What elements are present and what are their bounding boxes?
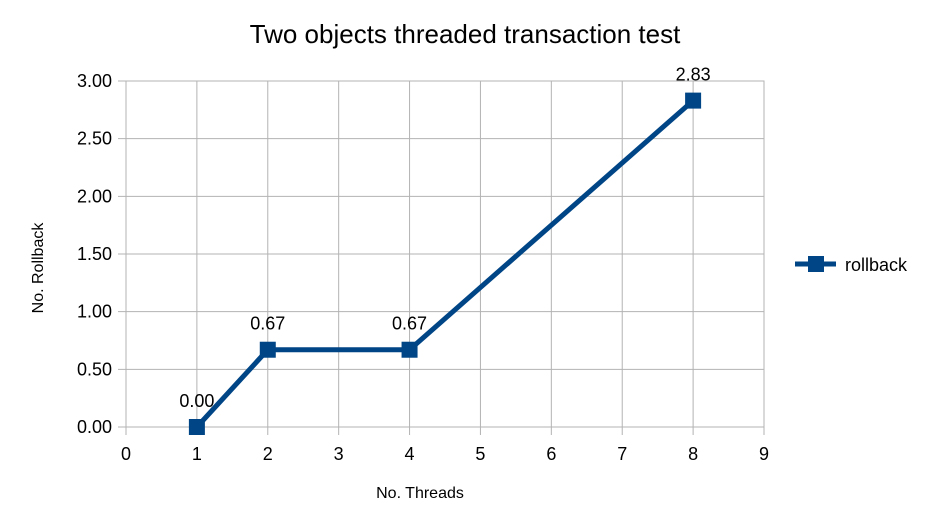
legend: rollback: [795, 255, 908, 275]
y-axis-ticks: 0.00 0.50 1.00 1.50 2.00 2.50 3.00: [77, 71, 112, 437]
x-tick-label: 2: [263, 444, 273, 464]
data-label: 0.67: [392, 314, 427, 334]
y-tick-label: 1.50: [77, 244, 112, 264]
data-point-marker: [188, 419, 205, 435]
y-tick-label: 0.50: [77, 359, 112, 379]
x-tick-label: 1: [192, 444, 202, 464]
x-tick-label: 8: [688, 444, 698, 464]
x-tick-label: 3: [334, 444, 344, 464]
data-point-marker: [259, 341, 276, 358]
x-tick-label: 0: [121, 444, 131, 464]
data-label: 0.00: [179, 391, 214, 411]
x-axis-ticks: 0 1 2 3 4 5 6 7 8 9: [121, 444, 769, 464]
y-tick-label: 2.00: [77, 186, 112, 206]
y-axis-label: No. Rollback: [30, 222, 47, 314]
y-tick-label: 2.50: [77, 129, 112, 149]
data-point-marker: [401, 341, 418, 358]
y-tick-label: 1.00: [77, 302, 112, 322]
plot-area-border: [125, 80, 765, 428]
y-tick-label: 0.00: [77, 417, 112, 437]
data-point-marker: [685, 92, 702, 109]
x-tick-label: 5: [475, 444, 485, 464]
x-tick-label: 7: [617, 444, 627, 464]
chart-title: Two objects threaded transaction test: [250, 19, 681, 49]
legend-label-rollback: rollback: [845, 255, 908, 275]
y-tick-label: 3.00: [77, 71, 112, 91]
data-label: 2.83: [676, 65, 711, 85]
x-tick-label: 9: [759, 444, 769, 464]
legend-marker-rollback: [808, 256, 824, 272]
series-rollback: 0.00 0.67 0.67 2.83: [179, 65, 711, 435]
x-tick-label: 4: [405, 444, 415, 464]
x-tick-label: 6: [546, 444, 556, 464]
series-line-rollback: [195, 98, 695, 429]
gridlines: [118, 80, 765, 435]
x-axis-label: No. Threads: [376, 485, 464, 502]
data-label: 0.67: [250, 314, 285, 334]
